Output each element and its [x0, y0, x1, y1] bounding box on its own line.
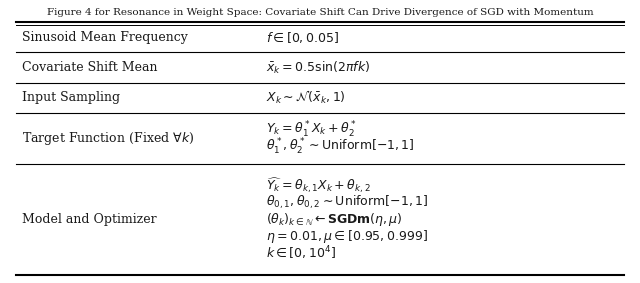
Text: Figure 4 for Resonance in Weight Space: Covariate Shift Can Drive Divergence of : Figure 4 for Resonance in Weight Space: … [47, 8, 593, 17]
Text: $\theta_{0,1}, \theta_{0,2} \sim \mathrm{Uniform}[-1, 1]$: $\theta_{0,1}, \theta_{0,2} \sim \mathrm… [266, 194, 428, 211]
Text: Input Sampling: Input Sampling [22, 91, 120, 104]
Text: $\eta = 0.01, \mu \in [0.95, 0.999]$: $\eta = 0.01, \mu \in [0.95, 0.999]$ [266, 228, 428, 245]
Text: $f \in [0, 0.05]$: $f \in [0, 0.05]$ [266, 30, 339, 45]
Text: $(\theta_k)_{k \in \mathbb{N}} \leftarrow \mathbf{SGDm}(\eta, \mu)$: $(\theta_k)_{k \in \mathbb{N}} \leftarro… [266, 211, 403, 228]
Text: Sinusoid Mean Frequency: Sinusoid Mean Frequency [22, 31, 188, 44]
Text: Target Function (Fixed $\forall k$): Target Function (Fixed $\forall k$) [22, 130, 195, 147]
Text: $\widehat{Y_k} = \theta_{k,1} X_k + \theta_{k,2}$: $\widehat{Y_k} = \theta_{k,1} X_k + \the… [266, 175, 371, 195]
Text: $\theta_1^*, \theta_2^* \sim \mathrm{Uniform}[-1, 1]$: $\theta_1^*, \theta_2^* \sim \mathrm{Uni… [266, 137, 414, 157]
Text: $X_k \sim \mathcal{N}(\bar{x}_k, 1)$: $X_k \sim \mathcal{N}(\bar{x}_k, 1)$ [266, 89, 346, 106]
Text: $k \in [0, 10^4]$: $k \in [0, 10^4]$ [266, 245, 335, 262]
Text: $\bar{x}_k = 0.5\sin(2\pi f k)$: $\bar{x}_k = 0.5\sin(2\pi f k)$ [266, 59, 370, 76]
Text: $Y_k = \theta_1^* X_k + \theta_2^*$: $Y_k = \theta_1^* X_k + \theta_2^*$ [266, 120, 356, 140]
Text: Covariate Shift Mean: Covariate Shift Mean [22, 61, 158, 74]
Text: Model and Optimizer: Model and Optimizer [22, 213, 157, 226]
